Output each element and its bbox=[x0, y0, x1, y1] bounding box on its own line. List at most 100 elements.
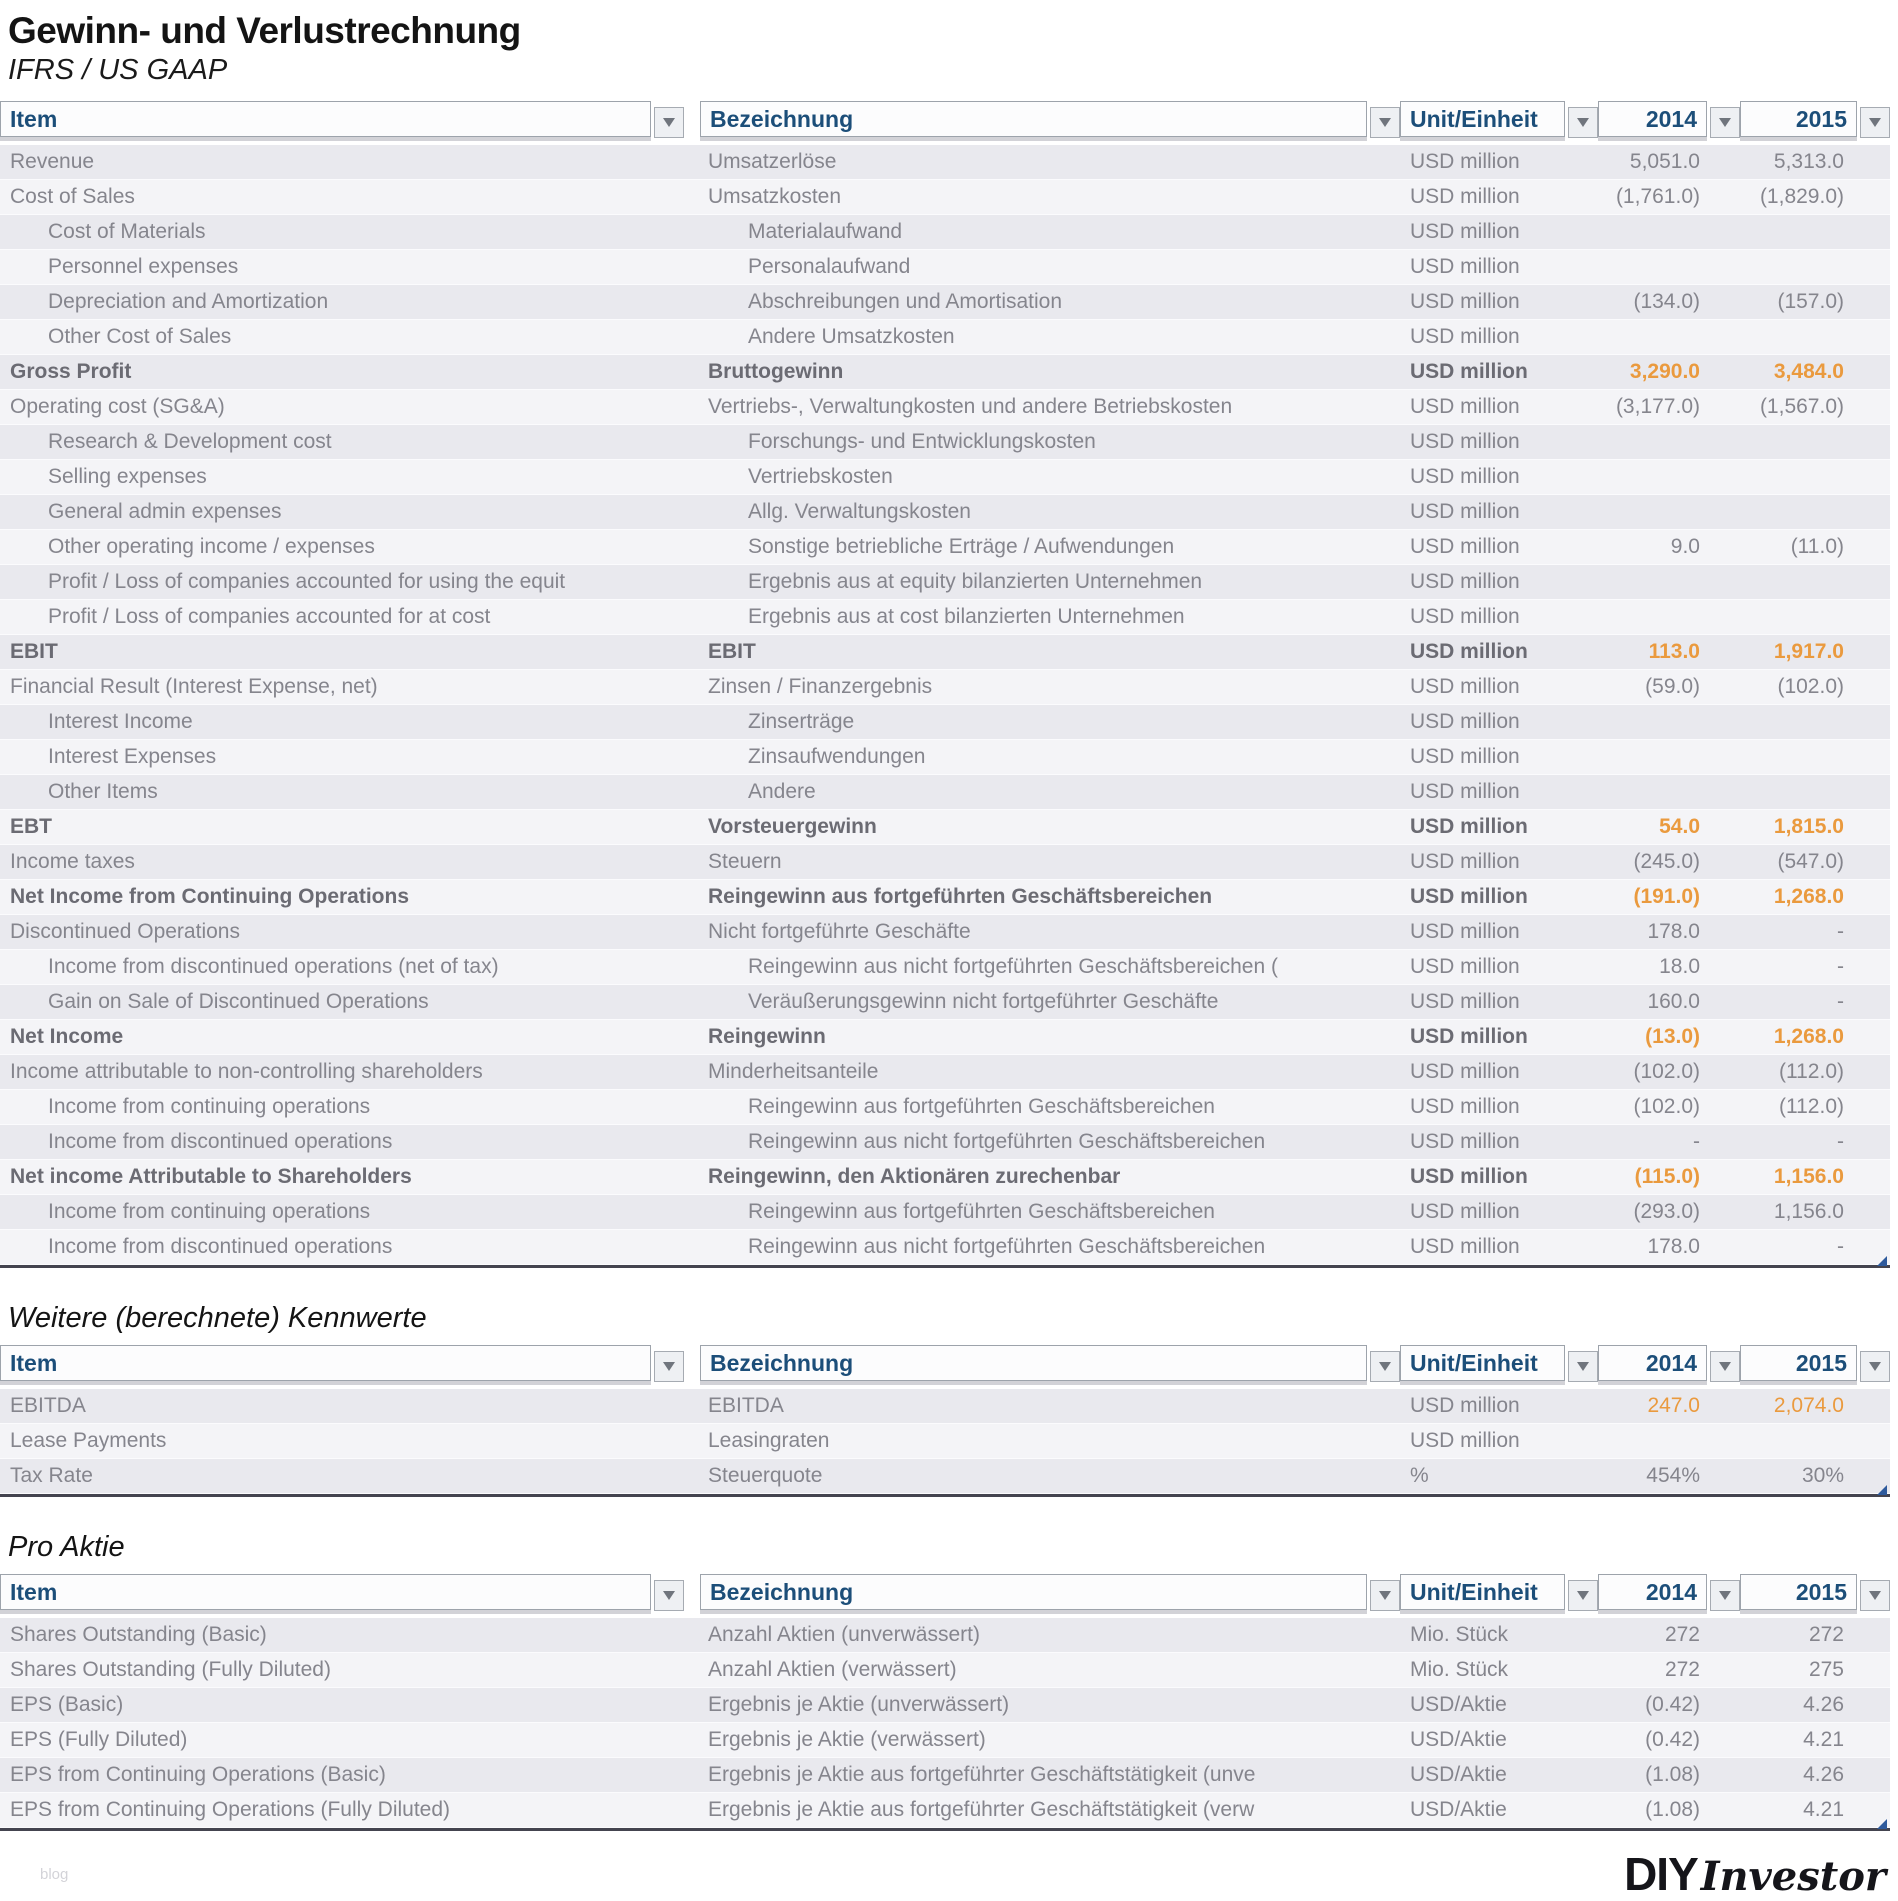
filter-button[interactable] bbox=[654, 107, 684, 138]
cell-unit[interactable]: USD million bbox=[1410, 1095, 1520, 1118]
cell-item[interactable]: Lease Payments bbox=[10, 1429, 167, 1452]
cell-2015[interactable]: 3,484.0 bbox=[1773, 360, 1844, 383]
cell-unit[interactable]: USD million bbox=[1410, 150, 1520, 173]
cell-bezeichnung[interactable]: Sonstige betriebliche Erträge / Aufwendu… bbox=[748, 535, 1175, 558]
cell-2014[interactable]: 113.0 bbox=[1648, 640, 1700, 663]
cell-2014[interactable]: 9.0 bbox=[1670, 535, 1700, 558]
table-resize-handle-icon[interactable] bbox=[1877, 1485, 1887, 1495]
cell-2015[interactable]: (112.0) bbox=[1779, 1095, 1844, 1118]
cell-2014[interactable]: 160.0 bbox=[1647, 990, 1700, 1013]
cell-2015[interactable]: 1,268.0 bbox=[1773, 1025, 1844, 1048]
cell-item[interactable]: EBT bbox=[10, 815, 52, 838]
cell-2014[interactable]: 178.0 bbox=[1647, 920, 1700, 943]
cell-unit[interactable]: USD million bbox=[1410, 465, 1520, 488]
cell-item[interactable]: Net Income from Continuing Operations bbox=[10, 885, 410, 908]
cell-bezeichnung[interactable]: Reingewinn aus fortgeführten Geschäftsbe… bbox=[708, 885, 1213, 908]
filter-button[interactable] bbox=[1568, 107, 1598, 138]
table-resize-handle-icon[interactable] bbox=[1877, 1256, 1887, 1266]
cell-bezeichnung[interactable]: Forschungs- und Entwicklungskosten bbox=[748, 430, 1096, 453]
cell-2015[interactable]: - bbox=[1837, 1235, 1844, 1258]
cell-2015[interactable] bbox=[1740, 1424, 1890, 1458]
cell-2014[interactable]: (134.0) bbox=[1633, 290, 1700, 313]
cell-bezeichnung[interactable]: Vertriebs-, Verwaltungkosten und andere … bbox=[708, 395, 1233, 418]
cell-2015[interactable]: (102.0) bbox=[1777, 675, 1844, 698]
cell-2014[interactable]: 178.0 bbox=[1647, 1235, 1700, 1258]
cell-2014[interactable]: (245.0) bbox=[1633, 850, 1700, 873]
cell-item[interactable]: Personnel expenses bbox=[48, 255, 239, 278]
cell-2014[interactable]: 454% bbox=[1646, 1464, 1700, 1487]
cell-2015[interactable]: 2,074.0 bbox=[1773, 1394, 1844, 1417]
cell-item[interactable]: EBIT bbox=[10, 640, 58, 663]
column-header-unit[interactable]: Unit/Einheit bbox=[1400, 1345, 1565, 1381]
cell-2015[interactable]: 4.21 bbox=[1803, 1728, 1844, 1751]
filter-button[interactable] bbox=[1860, 1351, 1890, 1382]
cell-item[interactable]: Income attributable to non-controlling s… bbox=[10, 1060, 483, 1083]
column-header-2014[interactable]: 2014 bbox=[1598, 101, 1707, 137]
cell-item[interactable]: Shares Outstanding (Basic) bbox=[10, 1623, 267, 1646]
cell-2015[interactable] bbox=[1740, 740, 1890, 774]
cell-2015[interactable] bbox=[1740, 565, 1890, 599]
cell-bezeichnung[interactable]: Abschreibungen und Amortisation bbox=[748, 290, 1063, 313]
cell-item[interactable]: Financial Result (Interest Expense, net) bbox=[10, 675, 378, 698]
cell-2014[interactable] bbox=[1598, 600, 1740, 634]
cell-2014[interactable]: (191.0) bbox=[1633, 885, 1700, 908]
cell-2015[interactable] bbox=[1740, 320, 1890, 354]
cell-item[interactable]: Net income Attributable to Shareholders bbox=[10, 1165, 412, 1188]
cell-unit[interactable]: USD million bbox=[1410, 815, 1528, 838]
cell-unit[interactable]: USD million bbox=[1410, 535, 1520, 558]
cell-item[interactable]: Income from discontinued operations (net… bbox=[48, 955, 499, 978]
cell-2014[interactable] bbox=[1598, 460, 1740, 494]
cell-bezeichnung[interactable]: Zinsen / Finanzergebnis bbox=[708, 675, 933, 698]
cell-2014[interactable]: (0.42) bbox=[1645, 1728, 1700, 1751]
column-header-bezeichnung[interactable]: Bezeichnung bbox=[700, 1345, 1367, 1381]
cell-2015[interactable]: 30% bbox=[1801, 1464, 1844, 1487]
cell-bezeichnung[interactable]: EBITDA bbox=[708, 1394, 784, 1417]
cell-2014[interactable] bbox=[1598, 1424, 1740, 1458]
cell-unit[interactable]: USD million bbox=[1410, 325, 1520, 348]
cell-item[interactable]: Interest Income bbox=[48, 710, 193, 733]
cell-unit[interactable]: USD/Aktie bbox=[1410, 1798, 1507, 1821]
cell-unit[interactable]: USD million bbox=[1410, 1394, 1520, 1417]
column-header-unit[interactable]: Unit/Einheit bbox=[1400, 101, 1565, 137]
cell-item[interactable]: Research & Development cost bbox=[48, 430, 332, 453]
filter-button[interactable] bbox=[654, 1351, 684, 1382]
cell-item[interactable]: Shares Outstanding (Fully Diluted) bbox=[10, 1658, 331, 1681]
filter-button[interactable] bbox=[1568, 1351, 1598, 1382]
cell-bezeichnung[interactable]: Reingewinn aus fortgeführten Geschäftsbe… bbox=[748, 1200, 1215, 1223]
cell-bezeichnung[interactable]: Ergebnis aus at cost bilanzierten Untern… bbox=[748, 605, 1185, 628]
cell-unit[interactable]: USD million bbox=[1410, 990, 1520, 1013]
filter-button[interactable] bbox=[654, 1580, 684, 1611]
cell-item[interactable]: Income from discontinued operations bbox=[48, 1235, 393, 1258]
filter-button[interactable] bbox=[1710, 1351, 1740, 1382]
cell-item[interactable]: Profit / Loss of companies accounted for… bbox=[48, 605, 491, 628]
cell-unit[interactable]: USD million bbox=[1410, 395, 1520, 418]
cell-bezeichnung[interactable]: Andere Umsatzkosten bbox=[748, 325, 955, 348]
cell-item[interactable]: Tax Rate bbox=[10, 1464, 93, 1487]
cell-bezeichnung[interactable]: Andere bbox=[748, 780, 816, 803]
cell-2014[interactable]: (102.0) bbox=[1633, 1095, 1700, 1118]
cell-2014[interactable]: (0.42) bbox=[1645, 1693, 1700, 1716]
cell-item[interactable]: Depreciation and Amortization bbox=[48, 290, 329, 313]
cell-2015[interactable]: 275 bbox=[1808, 1658, 1844, 1681]
cell-item[interactable]: Cost of Materials bbox=[48, 220, 206, 243]
cell-unit[interactable]: USD million bbox=[1410, 360, 1528, 383]
cell-bezeichnung[interactable]: Anzahl Aktien (unverwässert) bbox=[708, 1623, 980, 1646]
cell-unit[interactable]: USD million bbox=[1410, 1235, 1520, 1258]
cell-item[interactable]: Gross Profit bbox=[10, 360, 132, 383]
cell-unit[interactable]: USD million bbox=[1410, 605, 1520, 628]
cell-unit[interactable]: USD million bbox=[1410, 290, 1520, 313]
cell-bezeichnung[interactable]: Zinsaufwendungen bbox=[748, 745, 926, 768]
cell-2015[interactable]: (1,567.0) bbox=[1759, 395, 1844, 418]
cell-bezeichnung[interactable]: Bruttogewinn bbox=[708, 360, 844, 383]
cell-item[interactable]: Income from continuing operations bbox=[48, 1095, 371, 1118]
filter-button[interactable] bbox=[1860, 1580, 1890, 1611]
cell-unit[interactable]: Mio. Stück bbox=[1410, 1658, 1509, 1681]
cell-2015[interactable]: 4.26 bbox=[1803, 1763, 1844, 1786]
cell-item[interactable]: General admin expenses bbox=[48, 500, 282, 523]
cell-2015[interactable] bbox=[1740, 460, 1890, 494]
cell-bezeichnung[interactable]: Reingewinn, den Aktionären zurechenbar bbox=[708, 1165, 1121, 1188]
cell-item[interactable]: Income taxes bbox=[10, 850, 135, 873]
column-header-item[interactable]: Item bbox=[0, 1345, 651, 1381]
cell-unit[interactable]: USD/Aktie bbox=[1410, 1693, 1507, 1716]
cell-unit[interactable]: USD million bbox=[1410, 185, 1520, 208]
